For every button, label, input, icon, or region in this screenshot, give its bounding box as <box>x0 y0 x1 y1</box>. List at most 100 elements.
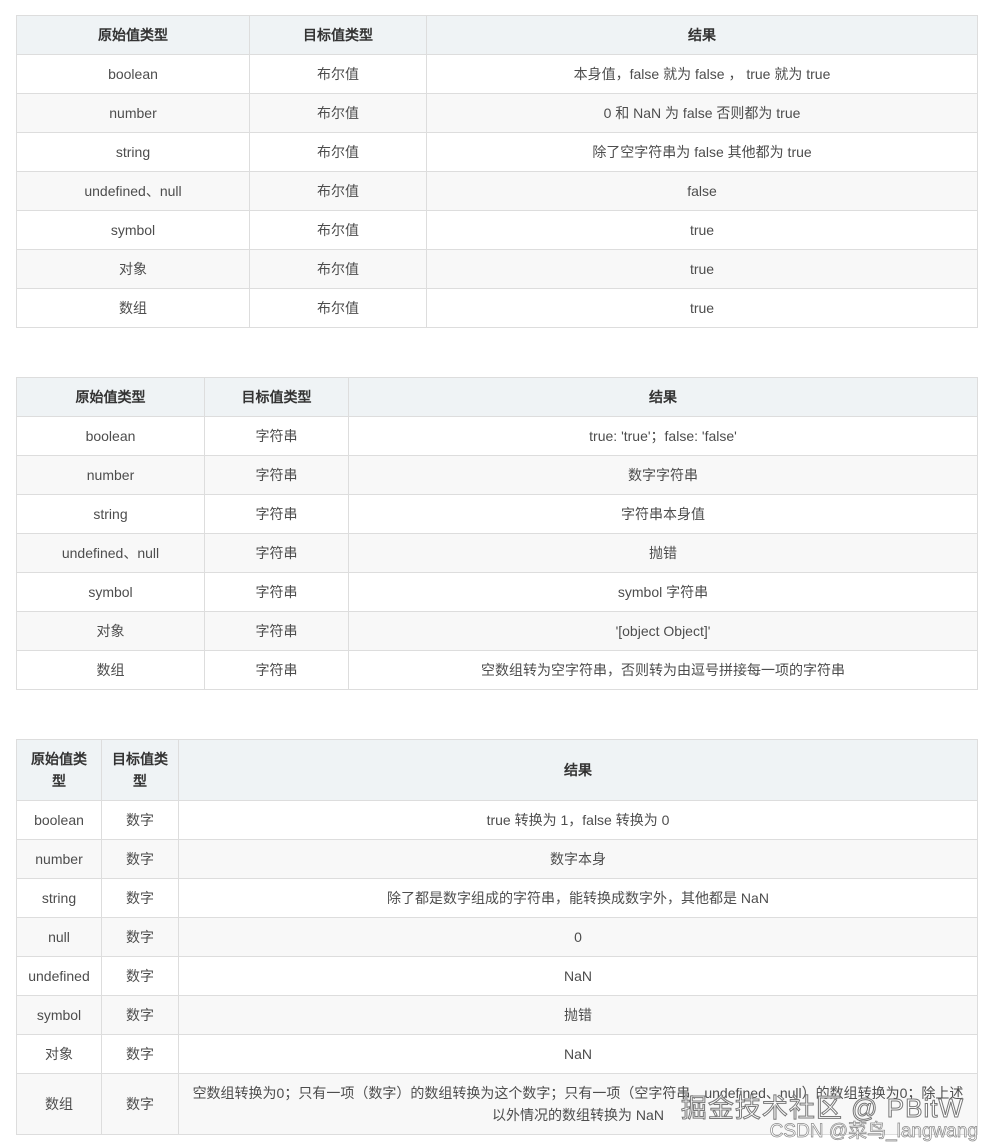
table-row: symbol 字符串 symbol 字符串 <box>16 572 978 612</box>
result-cell: 数字字符串 <box>348 455 978 495</box>
target-type-cell: 字符串 <box>204 650 349 690</box>
source-type-cell: string <box>16 494 205 534</box>
number-conversion-table: 原始值类型 目标值类型 结果 boolean 数字 true 转换为 1，false 转换… <box>16 739 978 1135</box>
juejin-watermark: 掘金技术社区 @ PBitW <box>680 1093 964 1124</box>
table-row: boolean 字符串 true: 'true'；false: 'false' <box>16 416 978 456</box>
table-row: 对象 字符串 '[object Object]' <box>16 611 978 651</box>
target-type-cell: 布尔值 <box>249 249 427 289</box>
result-cell: NaN <box>178 1034 978 1074</box>
table-row: undefined、null 字符串 抛错 <box>16 533 978 573</box>
table-row: symbol 布尔值 true <box>16 210 978 250</box>
column-header: 目标值类型 <box>249 15 427 55</box>
table-row: 数组 数字 空数组转换为0；只有一项（数字）的数组转换为这个数字；只有一项（空字符串… <box>16 1073 978 1135</box>
target-type-cell: 布尔值 <box>249 288 427 328</box>
target-type-cell: 数字 <box>101 1034 179 1074</box>
source-type-cell: number <box>16 455 205 495</box>
target-type-cell: 字符串 <box>204 533 349 573</box>
source-type-cell: boolean <box>16 54 250 94</box>
table-row: string 数字 除了都是数字组成的字符串，能转换成数字外，其他都是 NaN <box>16 878 978 918</box>
result-cell: 抛错 <box>348 533 978 573</box>
table-row: boolean 布尔值 本身值，false 就为 false ， true 就为 t… <box>16 54 978 94</box>
result-cell: true 转换为 1，false 转换为 0 <box>178 800 978 840</box>
column-header: 原始值类型 <box>16 377 205 417</box>
target-type-cell: 数字 <box>101 878 179 918</box>
column-header: 结果 <box>426 15 978 55</box>
target-type-cell: 数字 <box>101 995 179 1035</box>
result-cell: true <box>426 210 978 250</box>
target-type-cell: 数字 <box>101 839 179 879</box>
result-cell: '[object Object]' <box>348 611 978 651</box>
source-type-cell: 数组 <box>16 288 250 328</box>
target-type-cell: 数字 <box>101 800 179 840</box>
result-cell: 字符串本身值 <box>348 494 978 534</box>
table-row: boolean 数字 true 转换为 1，false 转换为 0 <box>16 800 978 840</box>
source-type-cell: 数组 <box>16 650 205 690</box>
result-cell: true <box>426 249 978 289</box>
target-type-cell: 数字 <box>101 917 179 957</box>
boolean-conversion-table: 原始值类型 目标值类型 结果 boolean 布尔值 本身值，false 就为 false… <box>16 15 978 328</box>
column-header: 原始值类型 <box>16 739 102 801</box>
result-cell: true: 'true'；false: 'false' <box>348 416 978 456</box>
header-row: 原始值类型 目标值类型 结果 <box>16 377 978 417</box>
result-cell: 数字本身 <box>178 839 978 879</box>
table-row: number 字符串 数字字符串 <box>16 455 978 495</box>
source-type-cell: 数组 <box>16 1073 102 1135</box>
table-row: undefined 数字 NaN <box>16 956 978 996</box>
header-row: 原始值类型 目标值类型 结果 <box>16 15 978 55</box>
result-cell: 本身值，false 就为 false ， true 就为 true <box>426 54 978 94</box>
table-row: symbol 数字 抛错 <box>16 995 978 1035</box>
source-type-cell: number <box>16 93 250 133</box>
source-type-cell: undefined <box>16 956 102 996</box>
table-row: null 数字 0 <box>16 917 978 957</box>
source-type-cell: 对象 <box>16 1034 102 1074</box>
table-row: string 布尔值 除了空字符串为 false 其他都为 true <box>16 132 978 172</box>
table-row: 数组 字符串 空数组转为空字符串，否则转为由逗号拼接每一项的字符串 <box>16 650 978 690</box>
target-type-cell: 字符串 <box>204 572 349 612</box>
target-type-cell: 字符串 <box>204 455 349 495</box>
result-cell: 空数组转换为0；只有一项（数字）的数组转换为这个数字；只有一项（空字符串、und… <box>178 1073 978 1135</box>
result-cell: 除了都是数字组成的字符串，能转换成数字外，其他都是 NaN <box>178 878 978 918</box>
table-row: number 布尔值 0 和 NaN 为 false 否则都为 true <box>16 93 978 133</box>
column-header: 目标值类型 <box>204 377 349 417</box>
string-conversion-table: 原始值类型 目标值类型 结果 boolean 字符串 true: 'true'；false… <box>16 377 978 690</box>
target-type-cell: 数字 <box>101 1073 179 1135</box>
result-cell: 空数组转为空字符串，否则转为由逗号拼接每一项的字符串 <box>348 650 978 690</box>
column-header: 结果 <box>178 739 978 801</box>
target-type-cell: 布尔值 <box>249 171 427 211</box>
table-row: string 字符串 字符串本身值 <box>16 494 978 534</box>
csdn-watermark: CSDN @菜鸟_langwang <box>769 1121 978 1143</box>
target-type-cell: 布尔值 <box>249 132 427 172</box>
table-row: number 数字 数字本身 <box>16 839 978 879</box>
source-type-cell: undefined、null <box>16 533 205 573</box>
source-type-cell: boolean <box>16 800 102 840</box>
table-row: 数组 布尔值 true <box>16 288 978 328</box>
source-type-cell: undefined、null <box>16 171 250 211</box>
target-type-cell: 字符串 <box>204 611 349 651</box>
table-row: 对象 布尔值 true <box>16 249 978 289</box>
source-type-cell: symbol <box>16 210 250 250</box>
source-type-cell: string <box>16 132 250 172</box>
table-row: undefined、null 布尔值 false <box>16 171 978 211</box>
source-type-cell: symbol <box>16 572 205 612</box>
target-type-cell: 数字 <box>101 956 179 996</box>
result-cell: 0 <box>178 917 978 957</box>
result-cell: 0 和 NaN 为 false 否则都为 true <box>426 93 978 133</box>
source-type-cell: number <box>16 839 102 879</box>
column-header: 目标值类型 <box>101 739 179 801</box>
source-type-cell: boolean <box>16 416 205 456</box>
target-type-cell: 字符串 <box>204 494 349 534</box>
result-cell: 除了空字符串为 false 其他都为 true <box>426 132 978 172</box>
source-type-cell: 对象 <box>16 611 205 651</box>
target-type-cell: 布尔值 <box>249 54 427 94</box>
source-type-cell: null <box>16 917 102 957</box>
result-cell: 抛错 <box>178 995 978 1035</box>
header-row: 原始值类型 目标值类型 结果 <box>16 739 978 801</box>
target-type-cell: 布尔值 <box>249 210 427 250</box>
source-type-cell: symbol <box>16 995 102 1035</box>
table-row: 对象 数字 NaN <box>16 1034 978 1074</box>
column-header: 原始值类型 <box>16 15 250 55</box>
result-cell: false <box>426 171 978 211</box>
target-type-cell: 布尔值 <box>249 93 427 133</box>
result-cell: true <box>426 288 978 328</box>
source-type-cell: 对象 <box>16 249 250 289</box>
